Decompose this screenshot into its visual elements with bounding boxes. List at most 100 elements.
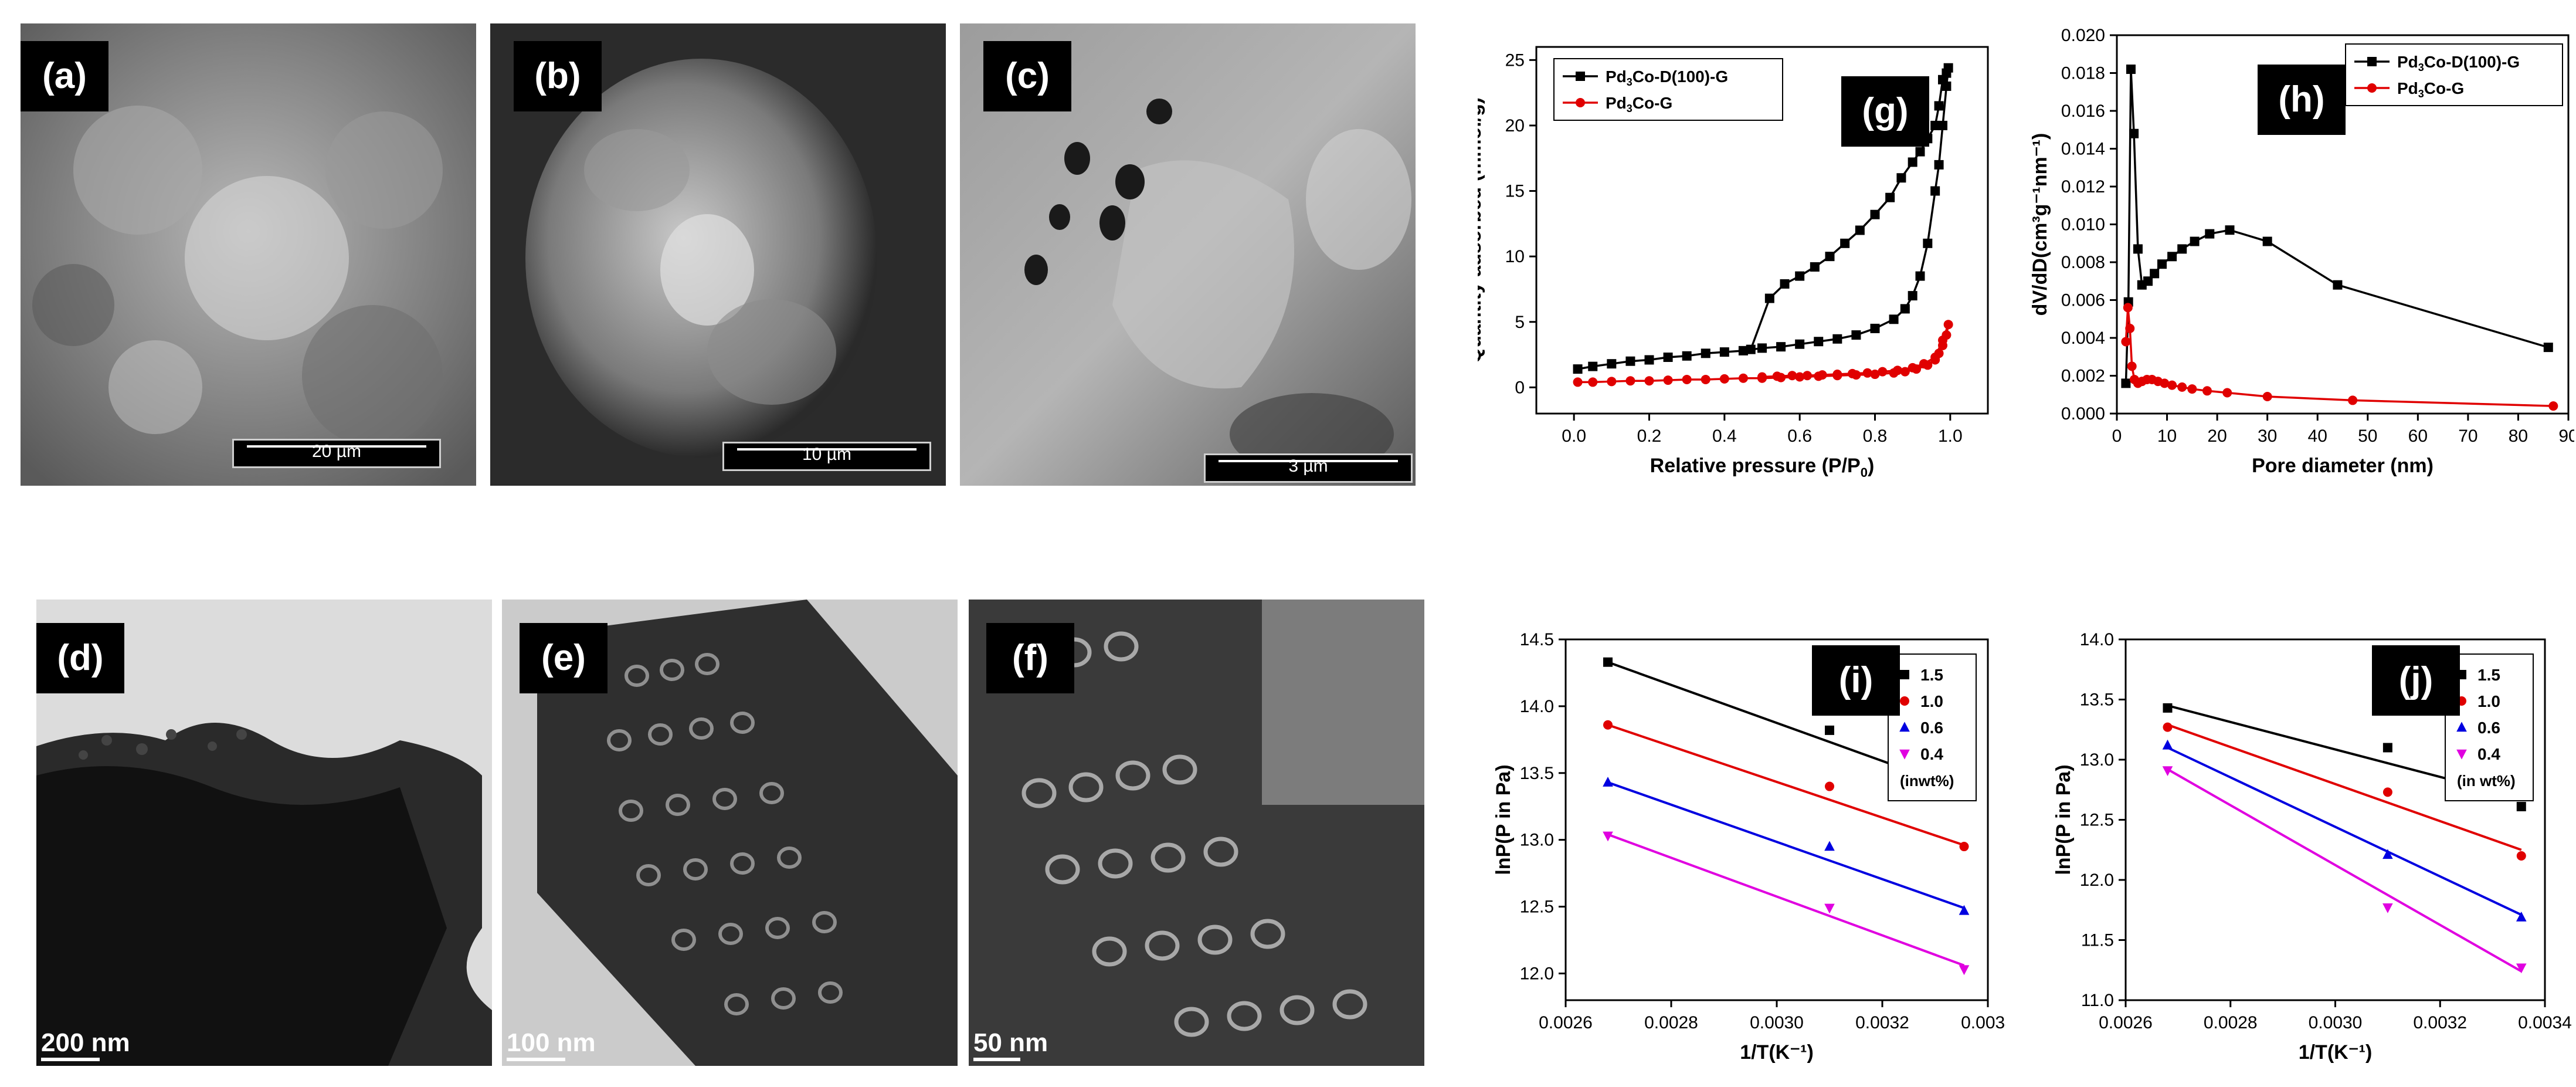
data-point-g-1 (1607, 377, 1617, 387)
legend-sub: 3 (1627, 76, 1633, 88)
data-point-g-0 (1870, 209, 1880, 219)
x-tick-label-g: 0.2 (1637, 426, 1662, 446)
legend-marker-g (1576, 72, 1585, 81)
x-tick-label-g: 0.8 (1863, 426, 1888, 446)
panel-label-g: (g) (1862, 91, 1908, 131)
data-point-i-3 (1959, 965, 1970, 976)
fit-line-i-3 (1607, 833, 1965, 967)
x-tick-label-h: 10 (2157, 426, 2177, 446)
legend-pre: Pd (1606, 94, 1627, 112)
x-tick-label-h: 90 (2558, 426, 2574, 446)
y-tick-label-i: 14.5 (1520, 630, 1554, 649)
chart-h: 0 10 20 30 40 50 60 70 80 90 0.000 0.002 0.004 0.006 0… (2029, 23, 2576, 493)
scale-bar-f: 50 nm (973, 1028, 1048, 1061)
x-tick-label-i: 0.0026 (1539, 1013, 1593, 1032)
legend-sub: 3 (2418, 88, 2424, 100)
scale-line-a (247, 445, 426, 448)
y-tick-label-i: 14.0 (1520, 697, 1554, 716)
scale-bar-d: 200 nm (41, 1028, 130, 1061)
data-point-g-1 (1878, 367, 1888, 377)
panel-label-i: (i) (1839, 660, 1874, 700)
data-point-g-0 (1663, 353, 1673, 363)
data-point-h-0 (2129, 128, 2139, 138)
series-i-2 (1603, 777, 1970, 915)
data-point-h-0 (2133, 244, 2143, 254)
legend-marker-j (2456, 722, 2467, 732)
legend-marker-h (2367, 83, 2377, 93)
legend-marker-i (1900, 696, 1909, 706)
x-tick-label-h: 30 (2258, 426, 2277, 446)
scale-text-a: 20 µm (312, 442, 361, 461)
data-point-g-0 (1780, 279, 1790, 289)
data-point-i-3 (1603, 831, 1613, 842)
legend-label-i: 0.6 (1920, 719, 1943, 737)
data-point-j-0 (2382, 743, 2392, 753)
scale-line-b (737, 448, 917, 451)
legend-label-j: 1.0 (2477, 692, 2500, 710)
data-point-j-2 (2382, 849, 2393, 859)
y-tick-label-i: 12.5 (1520, 898, 1554, 917)
data-point-i-1 (1825, 781, 1834, 791)
panel-label-e: (e) (520, 623, 607, 693)
data-point-h-1 (2167, 380, 2177, 390)
data-point-h-0 (2157, 259, 2167, 269)
legend-marker-i (1900, 670, 1909, 679)
sem-image-c: (c) 3 µm (960, 23, 1416, 486)
y-tick-label-h: 0.020 (2061, 26, 2105, 45)
panel-badge-box-h (2258, 65, 2346, 135)
legend-sub: 3 (2418, 62, 2424, 73)
legend-pre: Pd (1606, 67, 1627, 86)
legend-post: Co-G (2424, 79, 2464, 97)
panel-badge-i: (i) (1812, 645, 1900, 716)
data-point-h-1 (2121, 337, 2131, 347)
data-point-g-1 (1803, 371, 1812, 381)
legend-label-g: Pd3Co-G (1606, 94, 1672, 114)
data-point-g-1 (1832, 370, 1842, 380)
data-point-g-0 (1908, 291, 1917, 301)
sem-image-b: (b) 10 µm (490, 23, 946, 486)
y-axis-label-g: Quantity adsorbed (mmol/g) (1478, 97, 1485, 363)
y-axis-label-i: lnP(P in Pa) (1492, 764, 1515, 875)
data-point-j-1 (2382, 787, 2392, 797)
legend-box-h (2345, 43, 2563, 106)
y-tick-label-j: 13.0 (2080, 750, 2114, 770)
data-point-g-0 (1814, 337, 1824, 347)
y-tick-label-h: 0.016 (2061, 101, 2105, 121)
legend-post: Co-D(100)-G (1633, 67, 1728, 86)
legend-note-j: (in wt%) (2457, 772, 2516, 790)
legend-marker-h (2367, 57, 2377, 66)
y-tick-label-h: 0.000 (2061, 404, 2105, 424)
data-point-g-0 (1855, 225, 1865, 235)
data-point-g-0 (1934, 101, 1944, 111)
x-axis-label-text: Relative pressure (P/P (1650, 455, 1861, 477)
data-point-j-1 (2163, 722, 2173, 732)
tem-image-d: (d) 200 nm (36, 600, 492, 1066)
data-point-h-0 (2543, 343, 2553, 353)
series-j-1 (2163, 722, 2526, 861)
scale-text-f: 50 nm (973, 1028, 1048, 1057)
x-tick-label-h: 60 (2408, 426, 2428, 446)
data-point-h-1 (2125, 323, 2135, 333)
data-point-h-0 (2205, 229, 2215, 239)
y-tick-label-h: 0.012 (2061, 177, 2105, 197)
x-tick-label-h: 70 (2458, 426, 2477, 446)
tem-image-e: (e) 100 nm (502, 600, 958, 1066)
data-point-g-0 (1573, 364, 1583, 374)
legend-marker-i (1899, 749, 1910, 760)
data-point-g-1 (1938, 336, 1947, 345)
y-tick-label-j: 11.0 (2081, 991, 2114, 1010)
y-tick-label-h: 0.008 (2061, 253, 2105, 272)
data-point-g-0 (1644, 355, 1654, 365)
y-tick-label-j: 12.5 (2080, 811, 2114, 830)
legend-label-j: 1.5 (2477, 666, 2500, 684)
data-point-g-1 (1757, 372, 1767, 382)
series-j-2 (2162, 739, 2527, 922)
data-point-g-1 (1772, 371, 1782, 381)
y-tick-label-i: 12.0 (1520, 964, 1554, 983)
data-point-g-1 (1573, 377, 1583, 387)
scale-text-e: 100 nm (507, 1028, 596, 1057)
x-tick-label-j: 0.0028 (2204, 1013, 2258, 1032)
legend-post: Co-G (1633, 94, 1672, 112)
data-point-i-2 (1824, 841, 1835, 851)
tem-texture-d (36, 600, 492, 1066)
